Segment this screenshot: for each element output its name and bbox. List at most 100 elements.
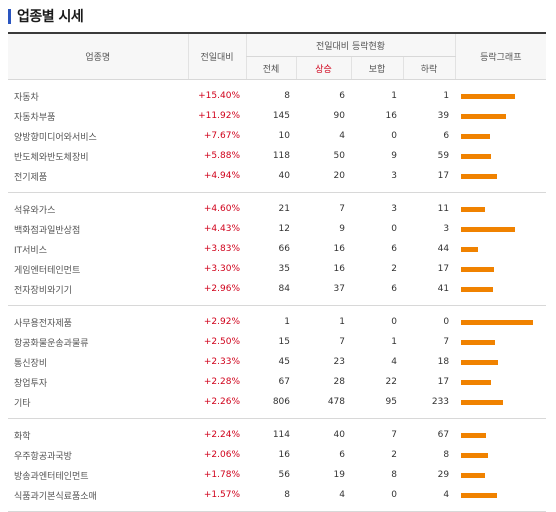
count-down: 17 [437, 264, 450, 274]
table-row[interactable]: 식품과기본식료품소매 +1.57% 8 4 0 4 [8, 485, 546, 512]
sector-name-link[interactable]: 방송과엔터테인먼트 [14, 471, 89, 482]
page-title: 업종별 시세 [17, 9, 84, 25]
up-ratio-bar [461, 339, 496, 345]
sector-name-link[interactable]: 통신장비 [14, 358, 48, 369]
change-percent: +11.92% [198, 111, 240, 121]
sector-name-link[interactable]: 화학 [14, 431, 31, 442]
table-row[interactable]: 자동차 +15.40% 8 6 1 1 [8, 80, 546, 107]
table-row[interactable]: 반도체와반도체장비 +5.88% 118 50 9 59 [8, 146, 546, 166]
sector-name-link[interactable]: 기타 [14, 398, 31, 409]
updown-graph-cell [455, 306, 546, 333]
sector-name-link[interactable]: 전기제품 [14, 172, 48, 183]
sector-name-link[interactable]: 창업투자 [14, 378, 48, 389]
title-accent-bar [8, 8, 11, 24]
count-down: 233 [431, 397, 450, 407]
sector-name-link[interactable]: 사무용전자제품 [14, 318, 72, 329]
table-row[interactable]: 전자장비와기기 +2.96% 84 37 6 41 [8, 279, 546, 306]
count-up: 1 [339, 317, 345, 327]
table-row[interactable]: 우주항공과국방 +2.06% 16 6 2 8 [8, 445, 546, 465]
updown-graph-cell [455, 166, 546, 193]
count-flat: 16 [385, 111, 397, 121]
change-percent: +3.83% [203, 244, 240, 254]
up-ratio-bar [461, 246, 479, 252]
count-total: 145 [272, 111, 290, 121]
sector-name-link[interactable]: 자동차부품 [14, 112, 56, 123]
count-flat: 0 [391, 317, 397, 327]
up-ratio-bar [461, 359, 499, 365]
table-row[interactable]: IT서비스 +3.83% 66 16 6 44 [8, 239, 546, 259]
count-total: 8 [284, 490, 290, 500]
count-down: 17 [437, 377, 450, 387]
updown-graph-cell [455, 219, 546, 239]
change-percent: +2.96% [203, 284, 240, 294]
count-up: 478 [327, 397, 345, 407]
table-row[interactable]: 창업투자 +2.28% 67 28 22 17 [8, 372, 546, 392]
count-down: 11 [437, 204, 450, 214]
change-percent: +5.88% [203, 151, 240, 161]
table-row[interactable]: 기타 +2.26% 806 478 95 233 [8, 392, 546, 419]
updown-graph-cell [455, 352, 546, 372]
table-row[interactable]: 석유와가스 +4.60% 21 7 3 11 [8, 193, 546, 220]
updown-graph-cell [455, 80, 546, 107]
table-row[interactable]: 백화점과일반상점 +4.43% 12 9 0 3 [8, 219, 546, 239]
count-up: 90 [333, 111, 345, 121]
count-down: 67 [437, 430, 450, 440]
count-total: 40 [278, 171, 290, 181]
table-row[interactable]: 양방향미디어와서비스 +7.67% 10 4 0 6 [8, 126, 546, 146]
count-total: 15 [278, 337, 290, 347]
table-row[interactable]: 방송과엔터테인먼트 +1.78% 56 19 8 29 [8, 465, 546, 485]
count-total: 10 [278, 131, 290, 141]
change-percent: +7.67% [203, 131, 240, 141]
section-title: 업종별 시세 [8, 6, 84, 26]
sector-name-link[interactable]: 석유와가스 [14, 205, 56, 216]
count-up: 20 [333, 171, 345, 181]
updown-graph-cell [455, 106, 546, 126]
sector-name-link[interactable]: 전자장비와기기 [14, 285, 72, 296]
table-row[interactable]: 화학 +2.24% 114 40 7 67 [8, 419, 546, 446]
sector-table: 업종명 전일대비 전일대비 등락현황 등락그래프 전체 상승 보합 하락 자동차… [8, 32, 547, 512]
sector-name-link[interactable]: 게임엔터테인먼트 [14, 265, 81, 276]
count-up: 16 [333, 264, 345, 274]
table-row[interactable]: 자동차부품 +11.92% 145 90 16 39 [8, 106, 546, 126]
updown-graph-cell [455, 445, 546, 465]
count-down: 39 [437, 111, 450, 121]
count-flat: 6 [391, 244, 397, 254]
sector-name-link[interactable]: 백화점과일반상점 [14, 225, 81, 236]
sector-name-link[interactable]: 양방향미디어와서비스 [14, 132, 97, 143]
count-flat: 2 [391, 264, 397, 274]
table-row[interactable]: 항공화물운송과물류 +2.50% 15 7 1 7 [8, 332, 546, 352]
updown-graph-cell [455, 465, 546, 485]
table-row[interactable]: 전기제품 +4.94% 40 20 3 17 [8, 166, 546, 193]
sector-name-link[interactable]: 식품과기본식료품소매 [14, 491, 97, 502]
updown-graph-cell [455, 279, 546, 306]
header-name: 업종명 [8, 33, 188, 80]
sector-name-link[interactable]: 우주항공과국방 [14, 451, 72, 462]
sector-name-link[interactable]: 항공화물운송과물류 [14, 338, 89, 349]
count-flat: 6 [391, 284, 397, 294]
count-total: 806 [272, 397, 290, 407]
count-flat: 0 [391, 490, 397, 500]
up-ratio-bar [461, 153, 492, 159]
up-ratio-bar [461, 472, 486, 478]
change-percent: +1.57% [203, 490, 240, 500]
table-row[interactable]: 통신장비 +2.33% 45 23 4 18 [8, 352, 546, 372]
updown-graph-cell [455, 193, 546, 220]
sector-name-link[interactable]: IT서비스 [14, 245, 47, 256]
count-down: 8 [443, 450, 450, 460]
count-up: 6 [339, 450, 345, 460]
up-ratio-bar [461, 452, 489, 458]
table-row[interactable]: 사무용전자제품 +2.92% 1 1 0 0 [8, 306, 546, 333]
count-flat: 3 [391, 204, 397, 214]
sector-name-link[interactable]: 반도체와반도체장비 [14, 152, 89, 163]
header-flat: 보합 [350, 56, 403, 80]
count-flat: 0 [391, 224, 397, 234]
count-up: 6 [339, 91, 345, 101]
count-up: 4 [339, 490, 345, 500]
change-percent: +4.94% [203, 171, 240, 181]
count-down: 44 [437, 244, 450, 254]
table-row[interactable]: 게임엔터테인먼트 +3.30% 35 16 2 17 [8, 259, 546, 279]
change-percent: +2.28% [203, 377, 240, 387]
count-down: 1 [443, 91, 450, 101]
header-up: 상승 [295, 56, 351, 80]
sector-name-link[interactable]: 자동차 [14, 92, 39, 103]
